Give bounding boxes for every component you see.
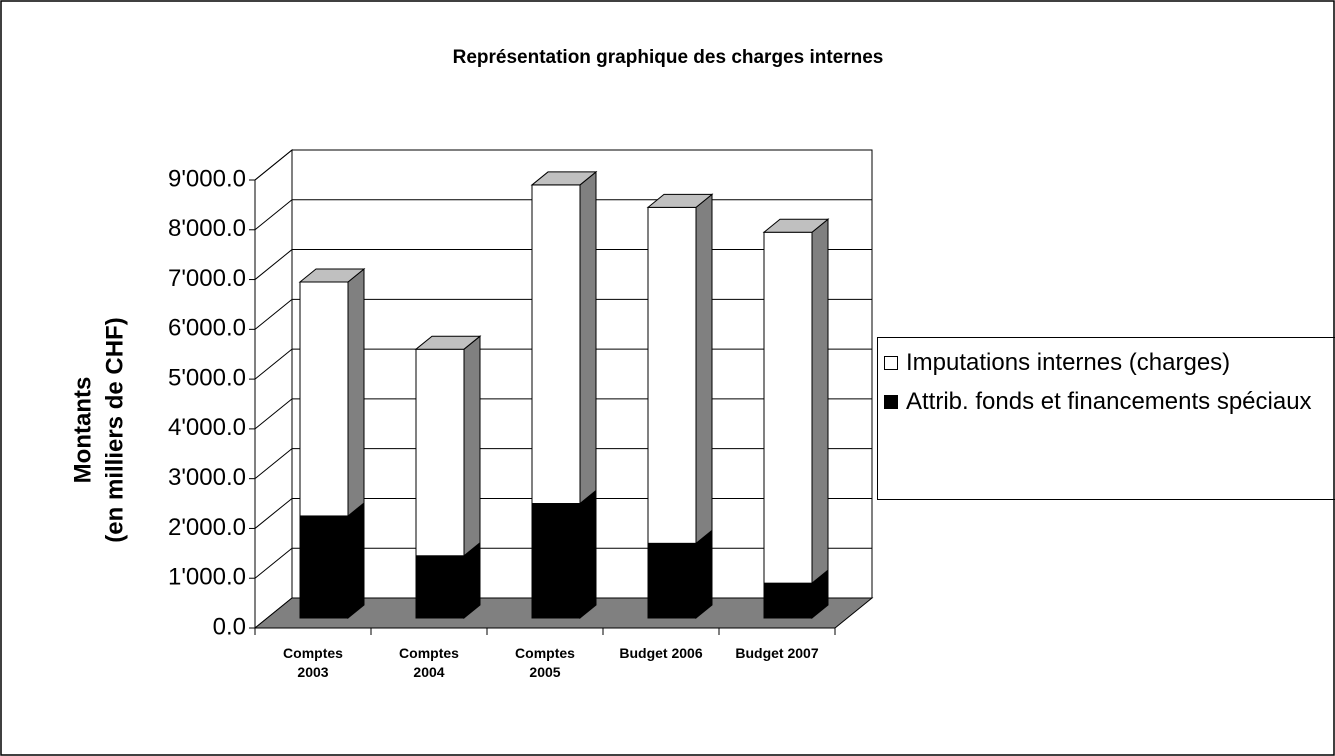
bar bbox=[415, 555, 465, 619]
y-tick-label: 0.0 bbox=[213, 613, 246, 640]
bar bbox=[299, 281, 349, 517]
bar bbox=[763, 582, 813, 619]
bar-top bbox=[762, 218, 830, 233]
bar-top bbox=[646, 193, 714, 208]
bar-side bbox=[695, 193, 713, 545]
bar-top bbox=[530, 171, 598, 186]
y-tick-label: 5'000.0 bbox=[168, 364, 246, 391]
x-tick-label: Comptes 2004 bbox=[399, 645, 459, 680]
bar-side bbox=[463, 335, 481, 557]
y-tick-label: 7'000.0 bbox=[168, 265, 246, 292]
legend: Imputations internes (charges) Attrib. fo… bbox=[877, 337, 1335, 500]
y-tick-label: 9'000.0 bbox=[168, 165, 246, 192]
chart-title: Représentation graphique des charges int… bbox=[453, 47, 884, 68]
bar-side bbox=[579, 170, 597, 505]
x-tick-label: Comptes 2005 bbox=[515, 645, 575, 680]
bar-top bbox=[414, 335, 482, 350]
y-tick-label: 8'000.0 bbox=[168, 215, 246, 242]
x-tick-label: Budget 2006 bbox=[619, 645, 703, 661]
bar bbox=[531, 503, 581, 619]
y-tick-label: 3'000.0 bbox=[168, 464, 246, 491]
bar bbox=[647, 206, 697, 544]
grid-line bbox=[254, 149, 872, 181]
left-wall bbox=[254, 148, 293, 630]
legend-label: Attrib. fonds et financements spéciaux bbox=[906, 388, 1312, 415]
y-tick-label: 2'000.0 bbox=[168, 514, 246, 541]
bar-side bbox=[695, 529, 713, 620]
x-tick-label: Comptes 2003 bbox=[283, 645, 343, 680]
legend-swatch bbox=[884, 356, 898, 370]
legend-label: Imputations internes (charges) bbox=[906, 349, 1231, 376]
y-tick-label: 4'000.0 bbox=[168, 414, 246, 441]
y-tick-label: 1'000.0 bbox=[168, 564, 246, 591]
bar-side bbox=[579, 489, 597, 620]
bar-side bbox=[811, 218, 829, 585]
bar bbox=[647, 542, 697, 619]
legend-swatch bbox=[884, 395, 898, 409]
bar-top bbox=[298, 268, 366, 283]
bar bbox=[763, 231, 813, 584]
y-axis-label: (en milliers de CHF) bbox=[101, 317, 128, 542]
bar-side bbox=[347, 501, 365, 620]
bar-side bbox=[347, 267, 365, 518]
x-tick-label: Budget 2007 bbox=[735, 645, 819, 661]
bar bbox=[299, 515, 349, 619]
y-axis-label: Montants bbox=[69, 377, 96, 484]
bar bbox=[531, 184, 581, 505]
legend-item: Attrib. fonds et financements spéciaux bbox=[878, 387, 1335, 416]
legend-item: Imputations internes (charges) bbox=[878, 348, 1335, 377]
y-tick-label: 6'000.0 bbox=[168, 315, 246, 342]
bar bbox=[415, 348, 465, 557]
